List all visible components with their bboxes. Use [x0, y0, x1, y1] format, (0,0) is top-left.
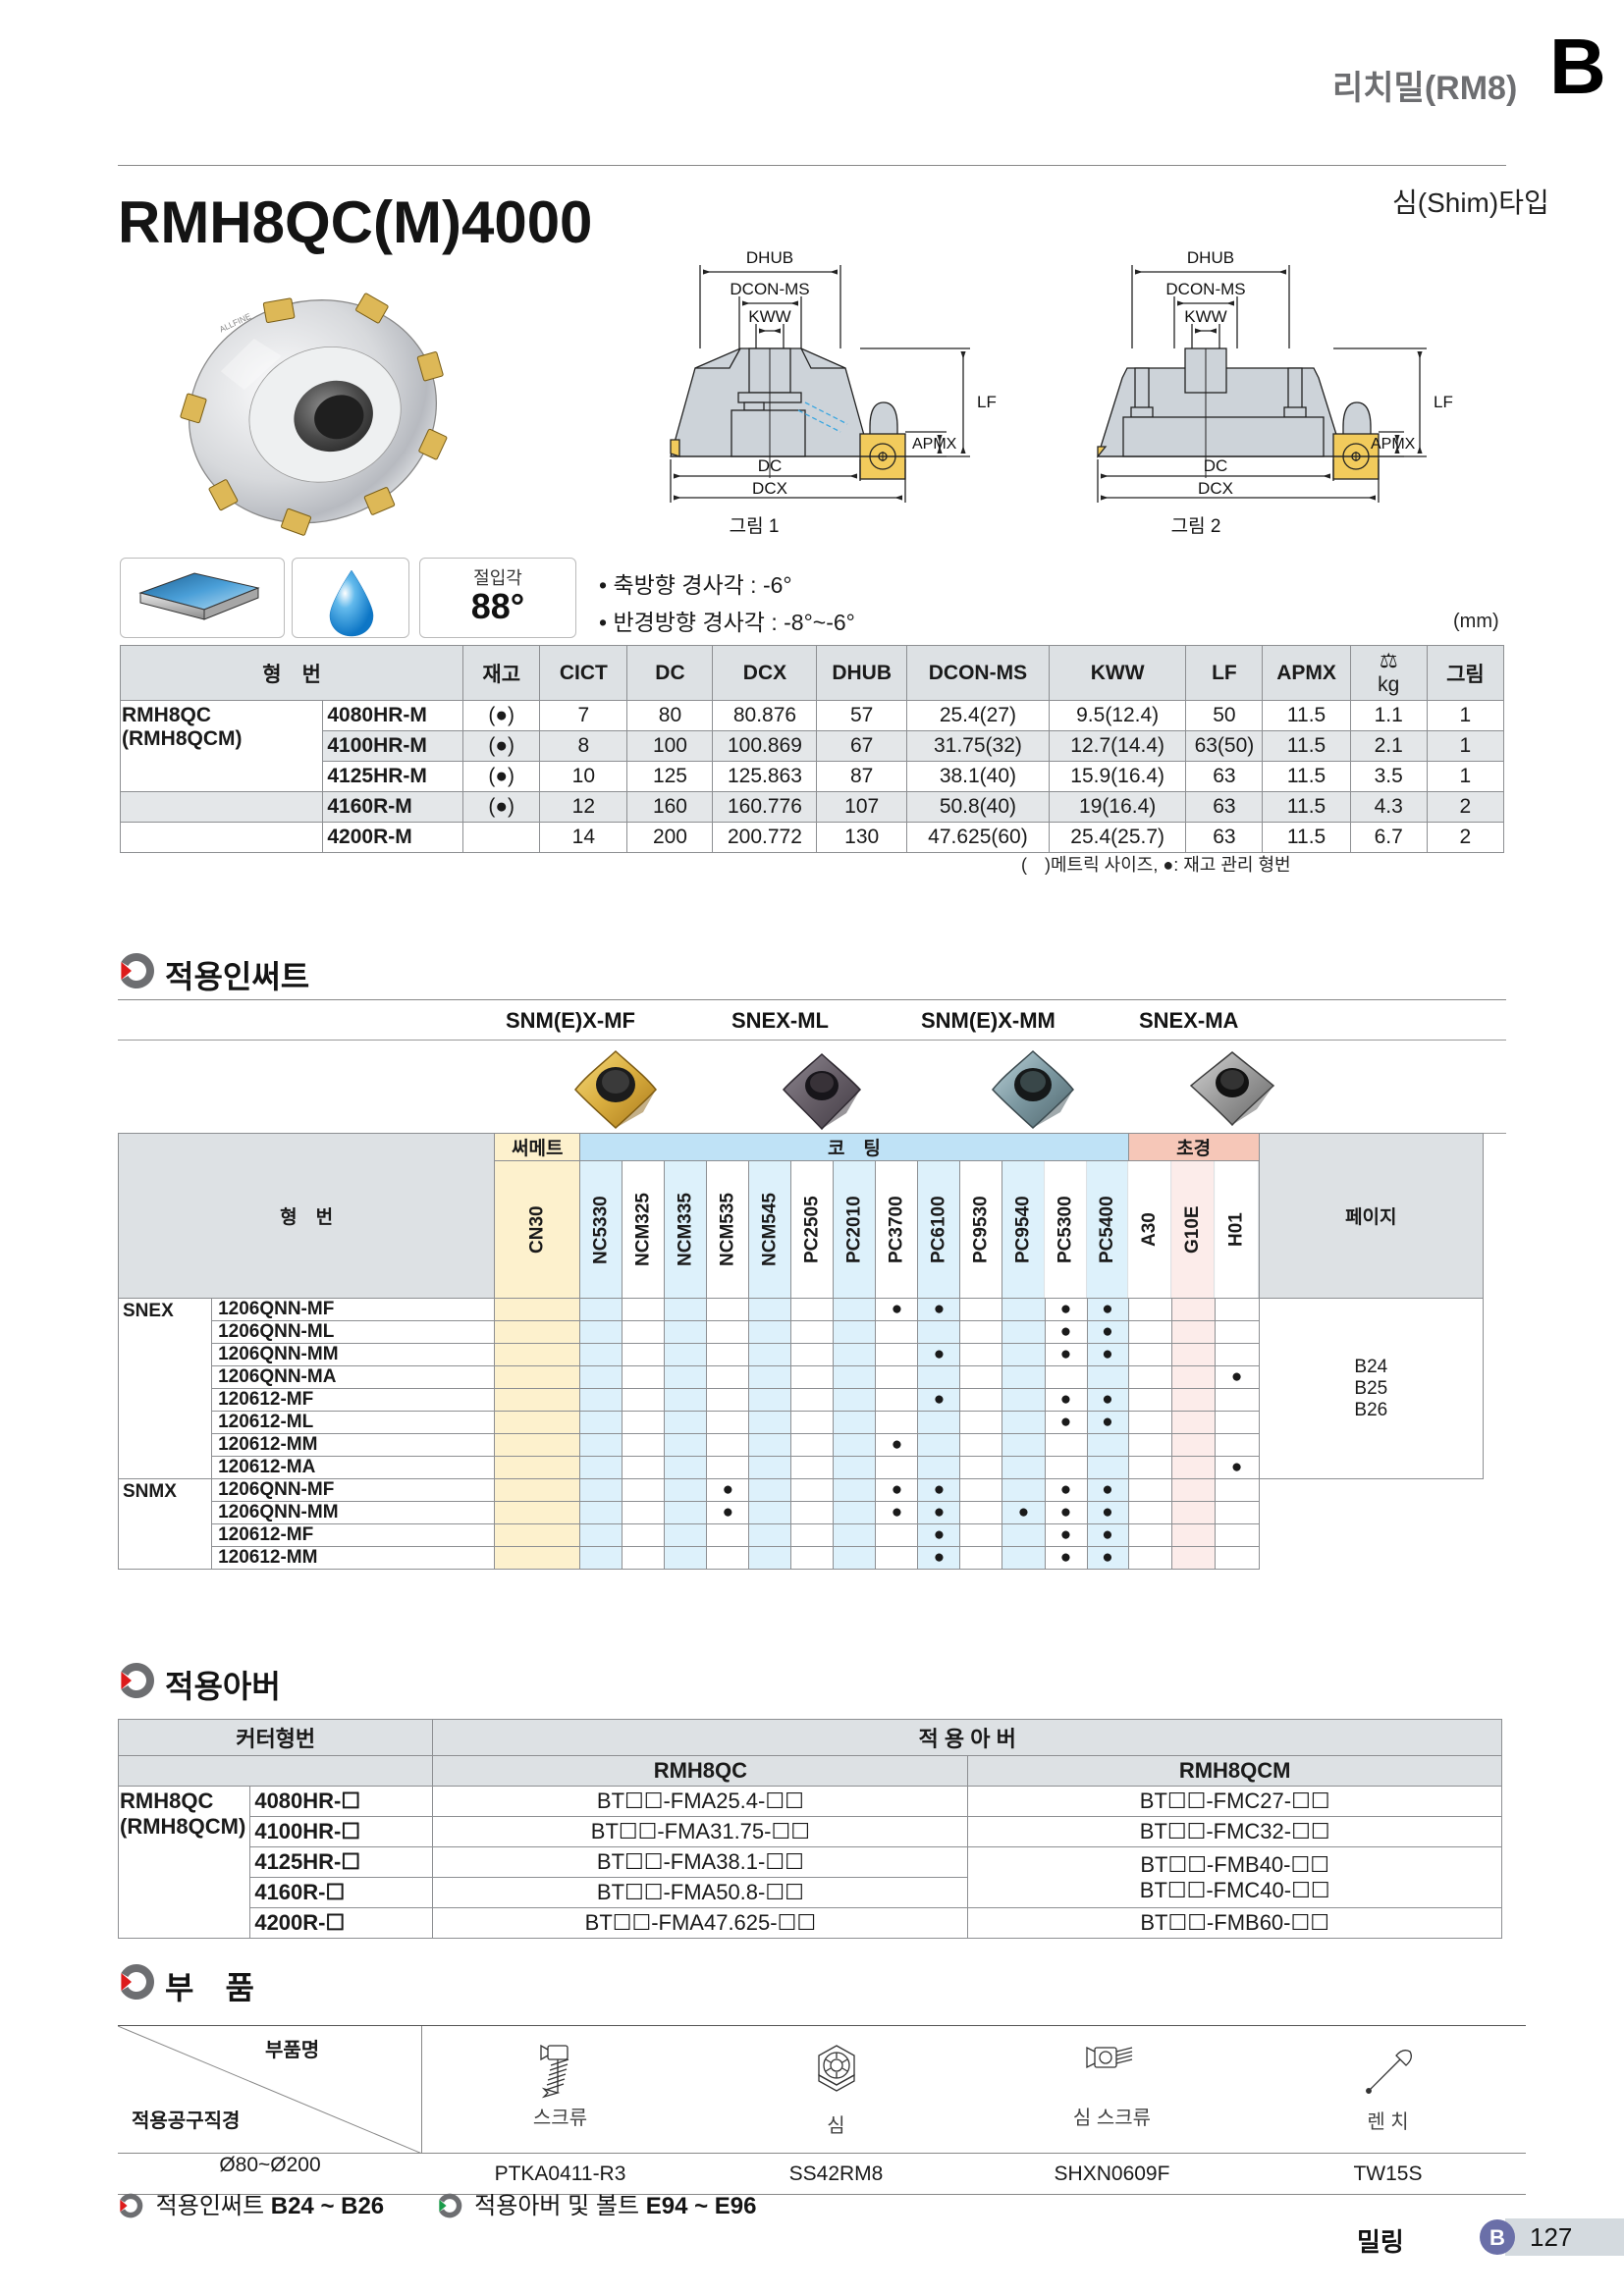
svg-text:DCX: DCX	[1198, 479, 1233, 498]
svg-text:그림 1: 그림 1	[730, 515, 780, 537]
svg-text:DCON-MS: DCON-MS	[730, 280, 809, 298]
svg-text:KWW: KWW	[748, 307, 790, 326]
svg-text:DC: DC	[758, 456, 783, 475]
svg-text:그림 2: 그림 2	[1171, 515, 1221, 537]
svg-text:LF: LF	[1434, 393, 1453, 411]
svg-text:B: B	[1489, 2225, 1505, 2250]
svg-text:APMX: APMX	[912, 436, 957, 453]
svg-text:KWW: KWW	[1184, 307, 1226, 326]
svg-text:DCON-MS: DCON-MS	[1165, 280, 1245, 298]
svg-text:DC: DC	[1204, 456, 1228, 475]
svg-text:DHUB: DHUB	[1187, 248, 1234, 267]
svg-text:LF: LF	[977, 393, 997, 411]
svg-text:DCX: DCX	[752, 479, 787, 498]
svg-text:APMX: APMX	[1371, 436, 1416, 453]
svg-text:DHUB: DHUB	[746, 248, 793, 267]
